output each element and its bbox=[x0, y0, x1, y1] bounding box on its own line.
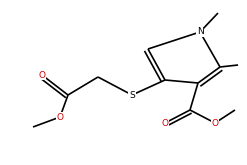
Text: O: O bbox=[162, 118, 168, 128]
Text: O: O bbox=[39, 70, 45, 80]
Text: N: N bbox=[197, 28, 203, 36]
Text: O: O bbox=[211, 118, 219, 128]
Text: S: S bbox=[129, 90, 135, 99]
Text: O: O bbox=[57, 113, 63, 121]
